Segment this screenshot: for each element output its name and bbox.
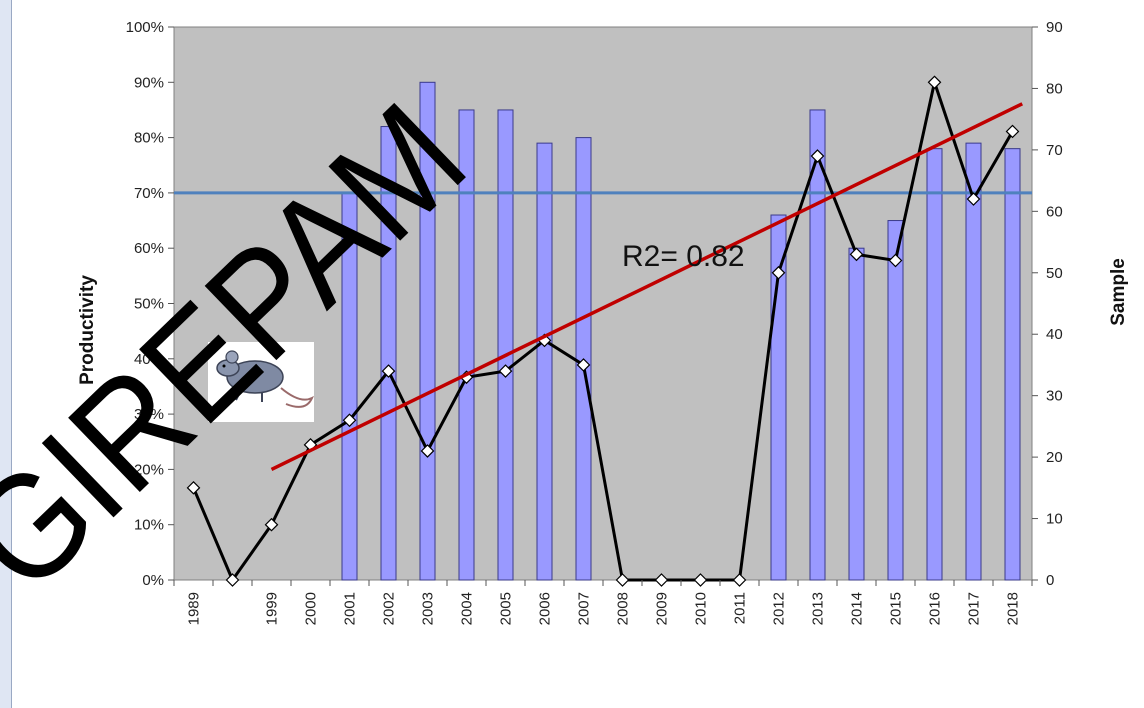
y-tick-label: 60% xyxy=(134,240,164,257)
sample-point xyxy=(810,149,825,163)
sample-point xyxy=(693,573,708,587)
sample-point xyxy=(732,573,747,587)
sample-point xyxy=(186,480,201,495)
y-axis-title-right: Sample xyxy=(1108,258,1129,326)
x-tick-label: 2014 xyxy=(849,592,866,625)
x-tick-label: 2008 xyxy=(615,592,632,625)
x-tick-label: 2016 xyxy=(927,592,944,625)
y2-tick-label: 10 xyxy=(1046,511,1063,528)
y-tick-label: 100% xyxy=(126,19,164,36)
y-tick-label: 20% xyxy=(134,461,164,478)
trend-line xyxy=(270,102,1024,471)
bar xyxy=(1004,148,1021,581)
r2-annotation: R2= 0.82 xyxy=(622,240,745,273)
bar xyxy=(887,220,904,581)
x-tick-label: 1999 xyxy=(264,592,281,625)
y2-tick-label: 60 xyxy=(1046,203,1063,220)
x-tick-label: 2017 xyxy=(966,592,983,625)
x-tick-label: 2000 xyxy=(303,592,320,625)
right-axis-ticks: 0 10 20 30 40 50 60 70 80 90 xyxy=(1032,19,1063,589)
x-tick-label: 2012 xyxy=(771,592,788,625)
sample-point xyxy=(849,247,864,262)
sample-point xyxy=(1005,124,1020,139)
y-tick-label: 50% xyxy=(134,296,164,313)
sample-point xyxy=(966,192,981,206)
sample-point xyxy=(615,573,630,587)
y-tick-label: 30% xyxy=(134,406,164,423)
x-tick-label: 2010 xyxy=(693,592,710,625)
bar xyxy=(809,109,826,581)
left-panel-edge xyxy=(0,0,12,708)
y2-tick-label: 70 xyxy=(1046,142,1063,159)
x-tick-label: 2001 xyxy=(342,592,359,625)
y2-tick-label: 80 xyxy=(1046,80,1063,97)
bar xyxy=(536,142,553,581)
x-tick-label: 2009 xyxy=(654,592,671,625)
y-axis-title-left: Productivity xyxy=(77,275,98,385)
y-tick-label: 0% xyxy=(142,572,164,589)
sample-line-series xyxy=(192,76,1014,584)
left-axis-ticks: 0% 10% 20% 30% 40% 50% 60% 70% 80% 90% 100% xyxy=(126,19,174,589)
sample-point xyxy=(654,573,669,587)
sample-point xyxy=(888,253,903,268)
x-tick-label: 2018 xyxy=(1005,592,1022,625)
y-tick-label: 40% xyxy=(134,351,164,368)
y2-tick-label: 90 xyxy=(1046,19,1063,36)
sample-point xyxy=(420,444,435,458)
x-axis-labels: 1989 1999 2000 2001 2002 2003 2004 2005 2006 2007… xyxy=(173,580,1033,625)
sample-point xyxy=(342,413,357,428)
bar-series xyxy=(341,81,1021,581)
sample-point xyxy=(771,265,786,280)
x-tick-label: 2002 xyxy=(381,592,398,625)
sample-point xyxy=(381,364,396,378)
y-tick-label: 10% xyxy=(134,517,164,534)
y2-tick-label: 0 xyxy=(1046,572,1054,589)
bar xyxy=(848,247,865,581)
bar xyxy=(419,81,436,581)
x-tick-label: 2007 xyxy=(576,592,593,625)
bar xyxy=(497,109,514,581)
bar xyxy=(965,142,982,581)
y-tick-label: 70% xyxy=(134,185,164,202)
y2-tick-label: 20 xyxy=(1046,449,1063,466)
sample-point xyxy=(927,75,942,90)
x-tick-label: 2013 xyxy=(810,592,827,625)
y-tick-label: 90% xyxy=(134,74,164,91)
bar xyxy=(380,126,397,581)
y-tick-label: 80% xyxy=(134,130,164,147)
bar xyxy=(926,148,943,581)
x-tick-label: 2003 xyxy=(420,592,437,625)
sample-point xyxy=(264,517,279,532)
sample-point xyxy=(498,364,513,378)
sample-markers xyxy=(186,75,1020,587)
x-tick-label: 2011 xyxy=(732,592,749,624)
x-tick-label: 2005 xyxy=(498,592,515,625)
sample-point xyxy=(225,573,240,587)
y2-tick-label: 30 xyxy=(1046,388,1063,405)
y2-tick-label: 40 xyxy=(1046,326,1063,343)
sample-point xyxy=(576,358,591,372)
x-tick-label: 2006 xyxy=(537,592,554,625)
x-tick-label: 2004 xyxy=(459,592,476,625)
x-tick-label: 2015 xyxy=(888,592,905,625)
x-tick-label: 1989 xyxy=(186,592,203,625)
rat-icon xyxy=(208,342,314,422)
y2-tick-label: 50 xyxy=(1046,265,1063,282)
bar xyxy=(458,109,475,581)
